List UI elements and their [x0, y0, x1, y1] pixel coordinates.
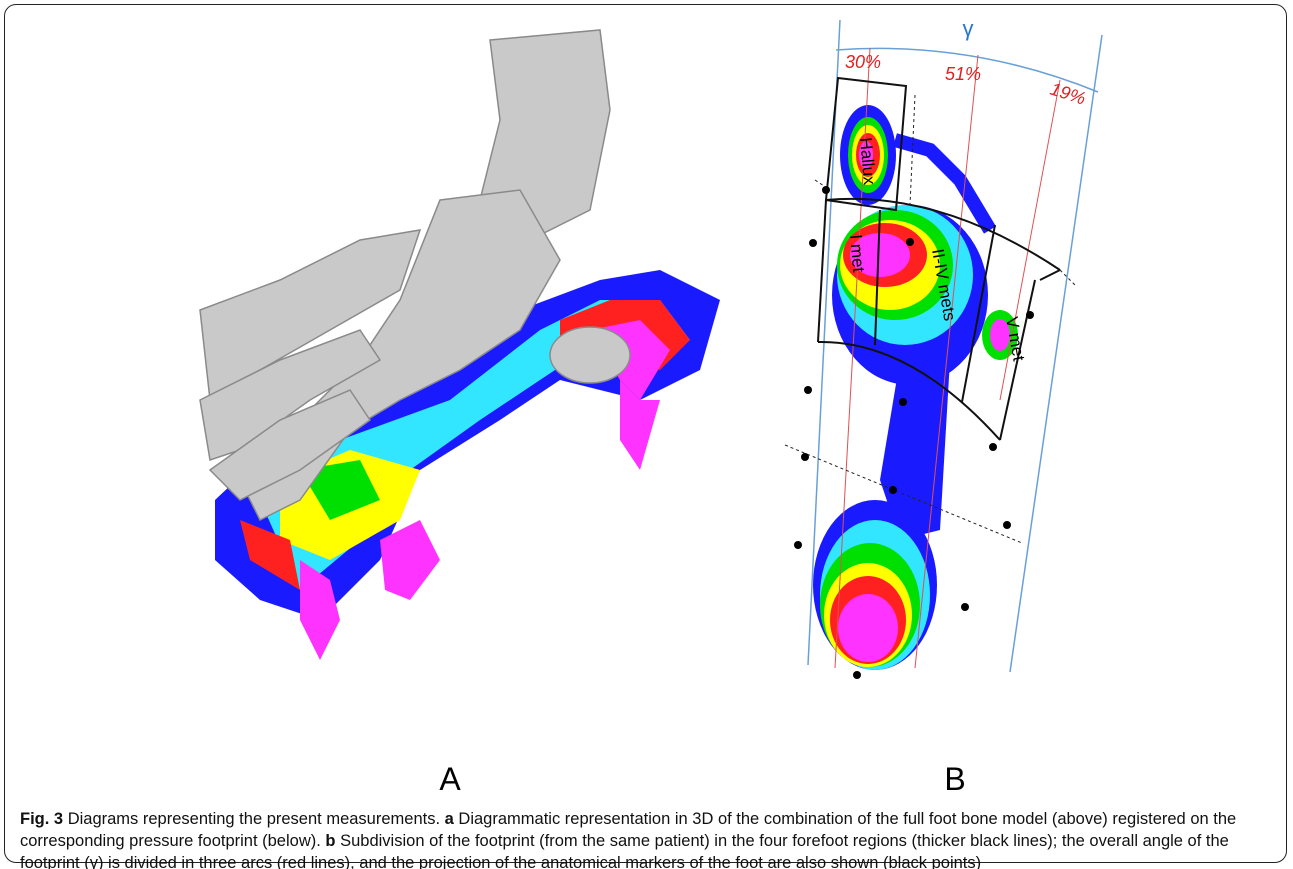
arc-percent: 51%	[945, 64, 981, 84]
caption-part-label: b	[325, 832, 335, 850]
region-label: I met	[846, 234, 868, 274]
figure: A	[0, 0, 1293, 869]
footprint	[813, 105, 1018, 670]
gamma-label: γ	[963, 16, 974, 41]
panel-label: B	[944, 761, 965, 797]
caption: Fig. 3 Diagrams representing the present…	[20, 808, 1275, 869]
arc-percent: 19%	[1048, 79, 1088, 109]
caption-text: Diagrams representing the present measur…	[68, 810, 440, 828]
figure-art: A	[0, 0, 1293, 869]
caption-part-label: a	[445, 810, 454, 828]
panel-label: A	[439, 761, 461, 797]
arc-percent: 30%	[845, 52, 881, 72]
caption-label: Fig. 3	[20, 810, 63, 828]
